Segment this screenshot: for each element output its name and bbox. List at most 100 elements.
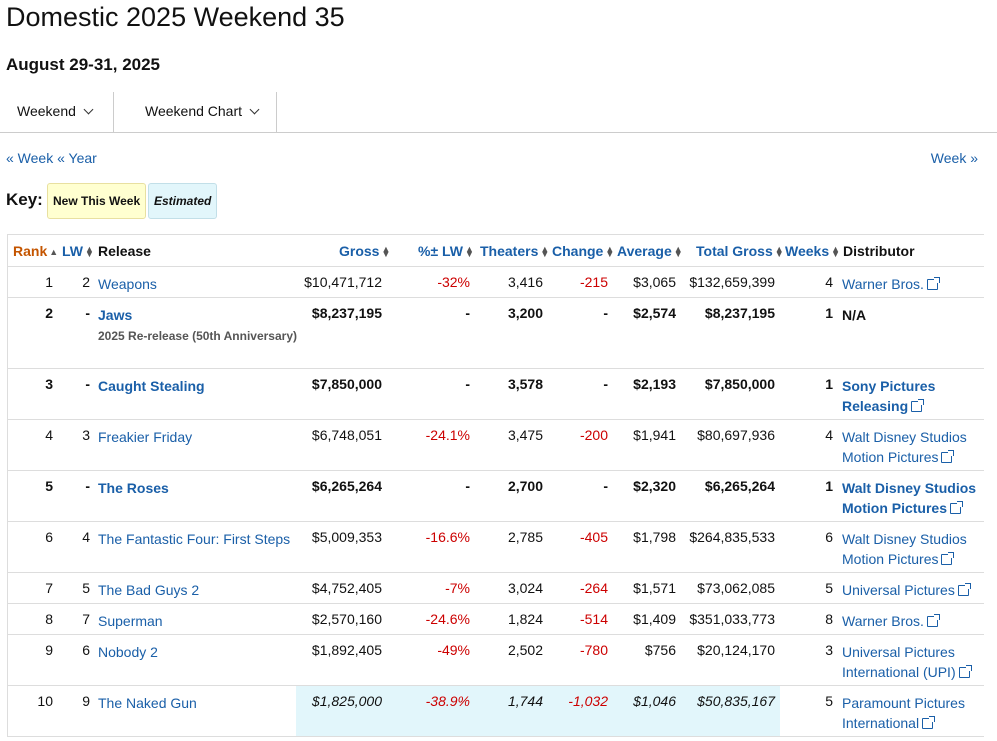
table-row: 4 3 Freakier Friday $6,748,051 -24.1% 3,475 -2… [8,420,984,471]
page-title: Domestic 2025 Weekend 35 [6,2,345,32]
weeks-cell: 6 [825,529,833,545]
distributor-link[interactable]: Paramount Pictures International [842,695,965,731]
release-cell: Caught Stealing [98,376,298,396]
total-gross-cell: $132,659,399 [689,274,775,290]
gross-cell: $5,009,353 [311,529,382,545]
change-cell: -200 [579,427,608,443]
theaters-cell: 3,024 [507,580,543,596]
theaters-cell: 3,475 [507,427,543,443]
distributor-link[interactable]: Walt Disney Studios Motion Pictures [842,531,967,567]
rank-cell: 4 [45,427,53,443]
prev-year-link[interactable]: « Year [57,150,97,166]
release-link[interactable]: The Bad Guys 2 [98,582,200,598]
col-weeks[interactable]: Weeks ▲ ▼ [785,243,841,260]
pct-lw-cell: -49% [437,642,470,658]
change-cell: -514 [579,611,608,627]
col-total-gross[interactable]: Total Gross ▲ ▼ [696,243,784,260]
pct-lw-cell: -38.9% [425,693,470,709]
new-this-week-badge: New This Week [47,183,147,219]
release-link[interactable]: The Roses [98,480,169,496]
average-cell: $756 [644,642,676,658]
prev-week-link[interactable]: « Week [6,150,54,166]
view-dropdown[interactable]: Weekend Chart [114,92,277,132]
release-cell: The Roses [98,478,298,498]
gross-cell: $1,892,405 [311,642,382,658]
lw-cell: - [85,305,90,321]
change-cell: -264 [579,580,608,596]
col-distributor[interactable]: Distributor [843,243,915,259]
theaters-cell: 3,578 [507,376,543,392]
sort-icon: ▲ ▼ [831,244,841,260]
col-release[interactable]: Release [98,243,151,259]
distributor-cell: Walt Disney Studios Motion Pictures [842,478,992,518]
total-gross-cell: $264,835,533 [689,529,775,545]
col-theaters[interactable]: Theaters ▲ ▼ [480,243,550,260]
sort-icon: ▲ ▼ [673,244,683,260]
col-gross[interactable]: Gross ▲ ▼ [339,243,391,260]
release-link[interactable]: Jaws [98,307,133,323]
lw-cell: 4 [82,529,90,545]
prev-nav: « Week « Year [6,150,97,166]
change-cell: - [603,478,608,494]
pct-lw-cell: -24.6% [425,611,470,627]
sort-icon: ▲ ▼ [465,244,474,260]
sort-icon: ▲ ▼ [85,244,94,260]
distributor-link[interactable]: Warner Bros. [842,613,940,629]
next-week-link[interactable]: Week » [930,150,978,166]
average-cell: $3,065 [633,274,676,290]
lw-cell: 2 [82,274,90,290]
release-link[interactable]: Freakier Friday [98,429,193,445]
total-gross-cell: $50,835,167 [697,693,775,709]
release-link[interactable]: Weapons [98,276,157,292]
table-row: 3- Caught Stealing $7,850,000-3,578- $2,193… [8,369,984,420]
release-link[interactable]: Nobody 2 [98,644,158,660]
gross-cell: $6,265,264 [311,478,382,494]
weeks-cell: 5 [825,693,833,709]
table-row: 6 4 The Fantastic Four: First Steps $5,009,… [8,522,984,573]
distributor-link[interactable]: Sony Pictures Releasing [842,378,936,414]
distributor-link[interactable]: Universal Pictures [842,582,971,598]
lw-cell: - [85,478,90,494]
chevron-down-icon [83,104,94,115]
filter-bar: Weekend Weekend Chart [0,92,997,133]
change-cell: - [603,305,608,321]
weeks-cell: 4 [825,427,833,443]
total-gross-cell: $8,237,195 [704,305,775,321]
col-lw[interactable]: LW ▲ ▼ [62,243,94,260]
distributor-cell: Walt Disney Studios Motion Pictures [842,529,992,569]
release-link[interactable]: The Naked Gun [98,695,197,711]
distributor-link[interactable]: Walt Disney Studios Motion Pictures [842,480,977,516]
chevron-down-icon [249,104,260,115]
release-link[interactable]: The Fantastic Four: First Steps [98,531,291,547]
weeks-cell: 3 [825,642,833,658]
theaters-cell: 1,744 [507,693,543,709]
distributor-link[interactable]: Walt Disney Studios Motion Pictures [842,429,967,465]
distributor-cell: N/A [842,305,992,325]
release-cell: Superman [98,611,298,631]
distributor-link[interactable]: Warner Bros. [842,276,940,292]
average-cell: $1,409 [633,611,676,627]
lw-cell: 3 [82,427,90,443]
release-link[interactable]: Caught Stealing [98,378,205,394]
lw-cell: 5 [82,580,90,596]
col-pct-lw[interactable]: %± LW ▲ ▼ [418,243,474,260]
lw-cell: - [85,376,90,392]
release-link[interactable]: Superman [98,613,163,629]
col-rank[interactable]: Rank ▲ [13,243,59,259]
col-average[interactable]: Average ▲ ▼ [617,243,683,260]
col-change[interactable]: Change ▲ ▼ [552,243,615,260]
period-dropdown[interactable]: Weekend [0,92,114,132]
date-range: August 29-31, 2025 [6,55,161,74]
gross-cell: $2,570,160 [311,611,382,627]
external-link-icon [926,277,940,290]
release-cell: Weapons [98,274,298,294]
theaters-cell: 2,785 [507,529,543,545]
distributor-link[interactable]: Universal Pictures International (UPI) [842,644,972,680]
lw-cell: 7 [82,611,90,627]
total-gross-cell: $80,697,936 [697,427,775,443]
release-cell: Jaws 2025 Re-release (50th Anniversary) [98,305,298,346]
rank-cell: 7 [45,580,53,596]
external-link-icon [926,614,940,627]
rank-cell: 3 [45,376,53,392]
key-label: Key: [6,190,43,209]
